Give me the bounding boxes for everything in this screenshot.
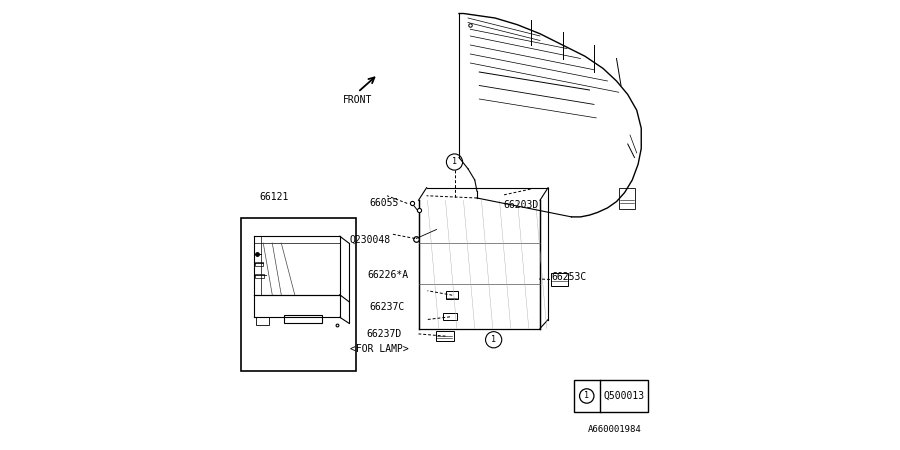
Circle shape bbox=[486, 332, 502, 348]
Circle shape bbox=[580, 389, 594, 403]
Text: 66226*A: 66226*A bbox=[367, 270, 409, 280]
Bar bbox=[574, 380, 648, 412]
Text: 66203D: 66203D bbox=[503, 200, 538, 210]
Bar bbox=[284, 315, 322, 323]
Circle shape bbox=[446, 154, 463, 170]
Text: 66237C: 66237C bbox=[369, 302, 405, 312]
Bar bbox=[255, 274, 264, 278]
Bar bbox=[443, 313, 456, 320]
Bar bbox=[446, 291, 458, 299]
Bar bbox=[436, 331, 454, 341]
Text: 66055: 66055 bbox=[369, 198, 398, 208]
Text: 66237D: 66237D bbox=[366, 329, 401, 339]
Text: 66121: 66121 bbox=[259, 192, 288, 202]
Text: 1: 1 bbox=[584, 392, 590, 400]
Text: 1: 1 bbox=[491, 335, 496, 344]
Bar bbox=[255, 262, 263, 266]
Text: 66253C: 66253C bbox=[552, 272, 587, 282]
Bar bbox=[241, 218, 356, 371]
Text: Q500013: Q500013 bbox=[604, 391, 644, 401]
Text: 1: 1 bbox=[452, 158, 457, 166]
Bar bbox=[256, 317, 269, 325]
Text: <FOR LAMP>: <FOR LAMP> bbox=[350, 344, 409, 354]
Bar bbox=[551, 273, 569, 286]
Text: A660001984: A660001984 bbox=[588, 425, 641, 434]
Bar bbox=[619, 188, 634, 209]
Text: Q230048: Q230048 bbox=[349, 235, 391, 245]
Text: FRONT: FRONT bbox=[343, 95, 373, 105]
